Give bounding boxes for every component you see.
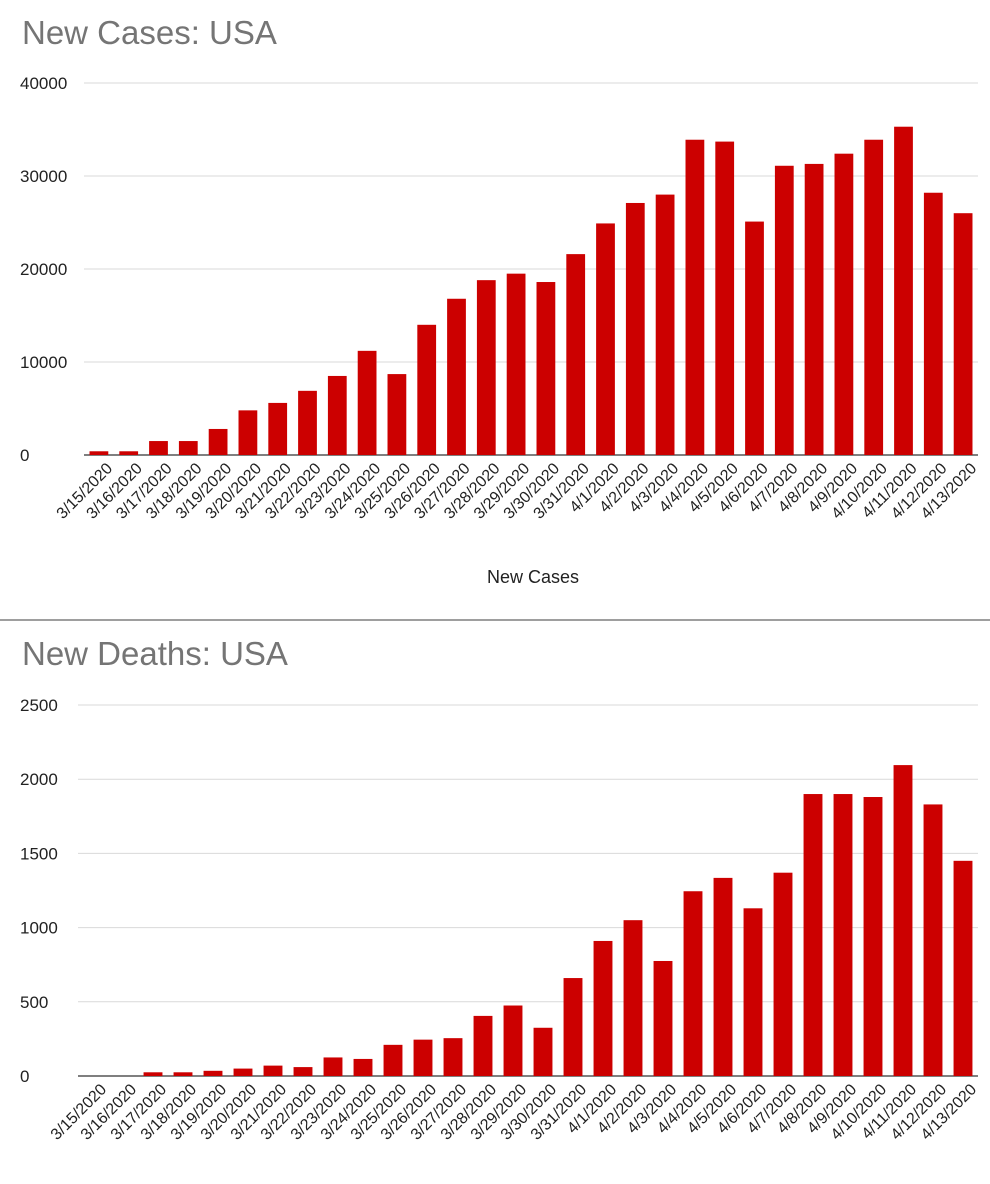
bar-4-12-2020 bbox=[923, 804, 943, 1076]
bar-4-7-2020 bbox=[773, 872, 793, 1076]
bar-4-4-2020 bbox=[683, 891, 703, 1076]
bar-3-20-2020 bbox=[233, 1068, 253, 1076]
bar-4-9-2020 bbox=[833, 794, 853, 1076]
chart-title: New Deaths: USA bbox=[22, 635, 288, 672]
bar-3-22-2020 bbox=[293, 1067, 313, 1076]
y-tick-label: 1500 bbox=[20, 844, 58, 863]
bar-3-27-2020 bbox=[443, 1038, 463, 1076]
bar-3-29-2020 bbox=[503, 1005, 523, 1076]
bar-4-2-2020 bbox=[623, 920, 643, 1076]
chart-title: New Cases: USA bbox=[22, 14, 277, 51]
bar-3-31-2020 bbox=[566, 254, 586, 455]
bar-3-28-2020 bbox=[476, 280, 496, 455]
bar-4-8-2020 bbox=[803, 794, 823, 1076]
new-cases-chart-panel: New Cases: USA 0 10000 20000 30000 40000 3/15… bbox=[20, 14, 981, 587]
bar-3-23-2020 bbox=[327, 375, 347, 455]
bar-3-29-2020 bbox=[506, 273, 526, 455]
chart-divider bbox=[0, 619, 990, 621]
bar-3-27-2020 bbox=[447, 298, 466, 455]
bar-4-11-2020 bbox=[894, 126, 913, 456]
bar-4-13-2020 bbox=[953, 213, 973, 455]
bar-4-12-2020 bbox=[923, 192, 943, 456]
bar-4-2-2020 bbox=[625, 202, 645, 455]
bar-4-1-2020 bbox=[596, 223, 615, 455]
bar-3-18-2020 bbox=[173, 1072, 193, 1076]
bar-3-20-2020 bbox=[238, 410, 258, 455]
x-axis-label: New Cases bbox=[487, 567, 579, 587]
bar-3-21-2020 bbox=[263, 1065, 283, 1076]
y-tick-label: 2000 bbox=[20, 770, 58, 789]
bar-4-5-2020 bbox=[713, 877, 733, 1076]
y-tick-label: 20000 bbox=[20, 260, 67, 279]
bar-3-24-2020 bbox=[357, 350, 377, 455]
bar-3-22-2020 bbox=[298, 390, 317, 455]
bar-4-9-2020 bbox=[834, 153, 854, 455]
bar-4-6-2020 bbox=[743, 908, 763, 1076]
bar-3-17-2020 bbox=[149, 441, 168, 455]
y-tick-label: 0 bbox=[20, 1067, 29, 1086]
bar-3-26-2020 bbox=[417, 324, 437, 455]
bar-4-5-2020 bbox=[715, 141, 735, 455]
y-tick-label: 10000 bbox=[20, 353, 67, 372]
bar-3-18-2020 bbox=[178, 441, 198, 455]
new-deaths-chart: 050010001500200025003/15/20203/16/20203/… bbox=[20, 696, 980, 1144]
y-tick-label: 40000 bbox=[20, 74, 67, 93]
bar-3-21-2020 bbox=[268, 402, 288, 455]
bar-3-31-2020 bbox=[563, 978, 583, 1076]
bar-4-3-2020 bbox=[655, 194, 675, 455]
bar-4-4-2020 bbox=[685, 139, 705, 456]
y-tick-label: 30000 bbox=[20, 167, 67, 186]
bar-3-19-2020 bbox=[203, 1070, 223, 1076]
bar-4-8-2020 bbox=[804, 163, 824, 455]
bar-3-26-2020 bbox=[413, 1039, 433, 1076]
bar-4-3-2020 bbox=[653, 960, 673, 1076]
bar-4-6-2020 bbox=[745, 221, 764, 455]
bar-3-24-2020 bbox=[353, 1058, 373, 1076]
y-tick-label: 2500 bbox=[20, 696, 58, 715]
bar-4-1-2020 bbox=[593, 940, 613, 1076]
bar-3-30-2020 bbox=[533, 1027, 553, 1076]
bar-4-13-2020 bbox=[953, 860, 973, 1076]
bar-4-10-2020 bbox=[864, 139, 884, 456]
bar-4-7-2020 bbox=[774, 165, 794, 455]
bar-3-23-2020 bbox=[323, 1057, 343, 1076]
bar-3-17-2020 bbox=[143, 1072, 163, 1076]
bar-4-10-2020 bbox=[863, 797, 883, 1076]
bar-3-15-2020 bbox=[89, 451, 109, 455]
y-tick-label: 0 bbox=[20, 446, 29, 465]
bar-3-30-2020 bbox=[536, 282, 556, 455]
bar-3-16-2020 bbox=[119, 451, 139, 455]
y-tick-label: 1000 bbox=[20, 919, 58, 938]
bar-3-25-2020 bbox=[383, 1044, 403, 1076]
new-cases-chart: 0100002000030000400003/15/20203/16/20203… bbox=[20, 74, 980, 587]
new-deaths-chart-panel: New Deaths: USA 0 500 1000 1500 2000 2500 3/15… bbox=[0, 621, 990, 1184]
bar-3-19-2020 bbox=[208, 428, 228, 455]
bar-4-11-2020 bbox=[893, 765, 913, 1076]
bar-3-25-2020 bbox=[387, 374, 407, 455]
y-tick-label: 500 bbox=[20, 993, 48, 1012]
bar-3-28-2020 bbox=[473, 1015, 493, 1076]
